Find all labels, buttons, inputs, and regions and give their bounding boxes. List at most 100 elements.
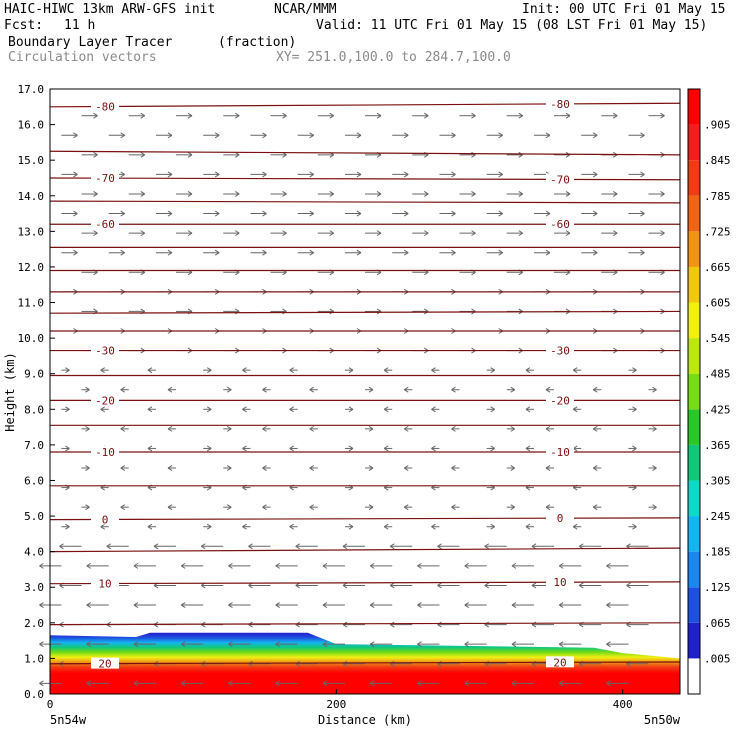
vector-head [369,562,375,569]
colorbar-label: .365 [704,439,731,452]
circulation-vector [133,562,156,569]
circulation-vector [412,191,429,197]
circulation-vector [203,367,212,374]
vector-head [342,543,348,550]
colorbar-label: .725 [704,225,731,238]
colorbar-swatch [688,195,700,232]
circulation-vector [511,562,534,569]
x-axis-label: Distance (km) [318,713,412,727]
vector-head [93,151,98,158]
vector-head [660,112,665,119]
circulation-vector [203,406,212,413]
contour-label-bg [91,394,119,406]
circulation-vector [592,504,602,511]
vector-head [356,249,362,256]
vector-head [572,367,578,374]
y-tick-label: 4.0 [24,546,44,559]
vector-head [262,210,267,217]
circulation-vector [309,425,318,432]
colorbar-swatch [688,444,700,481]
vector-head [140,112,146,119]
circulation-vector [486,210,503,217]
vector-head [289,367,294,374]
circulation-vector [459,191,476,197]
vector-head [73,132,78,139]
contour-label: -60 [95,218,115,231]
vector-head [93,191,98,197]
y-tick-label: 14.0 [18,190,45,203]
circulation-vector [180,562,204,569]
circulation-vector [606,641,629,648]
circulation-vector [628,132,645,139]
vector-head [356,132,362,139]
circulation-vector [389,582,413,589]
y-tick-label: 3.0 [24,581,44,594]
circulation-vector [572,523,582,530]
circulation-vector [309,386,318,393]
vector-head [106,543,112,550]
vector-head [147,406,153,413]
vector-head [484,543,490,550]
vector-head [464,562,469,569]
vector-head [234,191,240,197]
vector-head [93,112,98,119]
circulation-vector [486,249,503,256]
circulation-vector [223,112,240,119]
circulation-vector [270,112,287,119]
circulation-vector [297,132,314,139]
vector-head [423,230,429,237]
circulation-vector [431,523,440,530]
circulation-vector [176,151,193,158]
vector-head [282,191,287,197]
circulation-vector [554,151,571,158]
circulation-vector [61,132,78,139]
vector-head [511,680,517,687]
contour-label-bg [91,344,119,356]
vector-head [262,249,267,256]
circulation-vector [81,112,98,119]
circulation-vector [309,465,318,471]
circulation-vector [383,406,393,413]
vector-head [490,367,495,374]
vector-head [451,386,456,393]
vector-head [565,230,571,237]
vector-head [187,112,193,119]
colorbar-swatch [688,409,700,445]
vector-head [417,680,422,687]
circulation-vector [322,641,345,648]
circulation-vector [439,210,456,217]
x-tick-label: 200 [326,698,346,711]
circulation-vector [133,602,156,608]
circulation-vector [431,367,440,374]
temperature-contour [49,517,681,521]
vector-head [309,132,314,139]
vector-head [120,132,125,139]
colorbar-swatch [688,658,700,694]
circulation-vector [128,151,146,158]
vector-head [289,523,294,530]
colorbar-swatch [688,516,700,552]
vector-head [592,504,598,511]
vector-head [417,602,422,608]
vector-head [437,582,442,589]
circulation-vector [342,543,365,550]
circulation-vector [344,445,354,452]
circulation-vector [250,249,267,256]
vector-head [120,386,126,393]
vector-head [206,406,212,413]
contour-label-bg [91,577,119,589]
vector-head [511,641,517,648]
vector-head [383,523,389,530]
circulation-vector [558,680,582,687]
vector-head [214,249,220,256]
vector-head [93,230,98,237]
vector-head [100,406,105,413]
colorbar-swatch [688,587,700,623]
vector-head [234,112,240,119]
circulation-vector [297,249,314,256]
vector-head [369,680,375,687]
forecast-hour: 11 h [64,18,96,33]
circulation-vector [437,621,460,628]
circulation-vector [108,132,125,139]
circulation-vector [155,249,173,256]
